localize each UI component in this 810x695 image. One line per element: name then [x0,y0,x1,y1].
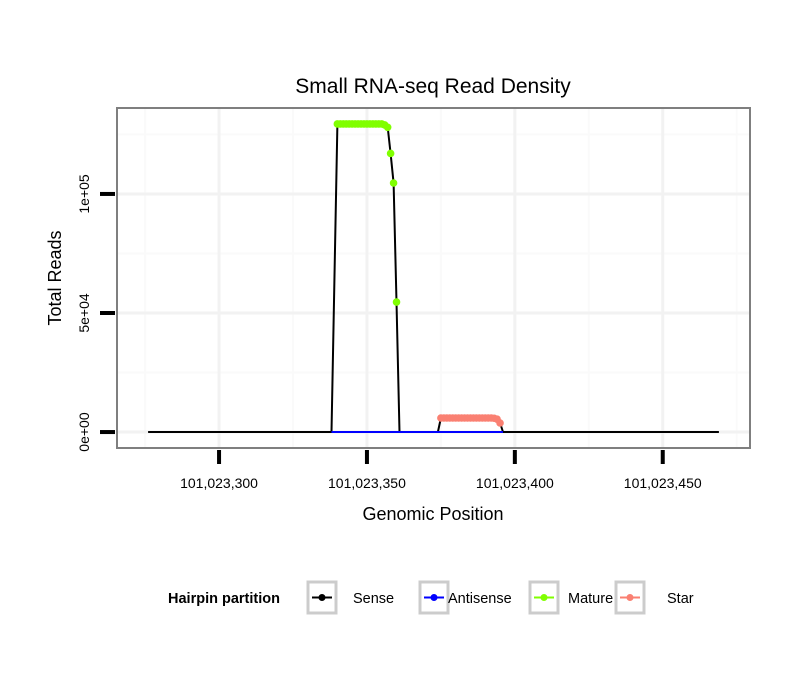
legend-label-star: Star [667,591,694,607]
x-tick-label: 101,023,350 [328,475,406,491]
legend-label-antisense: Antisense [448,591,512,607]
data-point-star [496,419,504,427]
y-tick-label: 0e+00 [76,412,92,452]
axes: 101,023,300 101,023,350 101,023,400 101,023… [76,174,702,491]
legend-key-point [318,594,326,601]
data-point-mature [392,298,401,306]
data-point-mature [389,179,398,187]
x-tick-label: 101,023,300 [180,475,258,491]
y-tick-label: 1e+05 [76,174,92,214]
y-axis-label: Total Reads [45,230,65,325]
x-tick-label: 101,023,400 [476,475,554,491]
legend-label-mature: Mature [568,591,613,607]
data-point-mature [383,123,392,132]
x-axis-label: Genomic Position [362,504,503,524]
x-tick-label: 101,023,450 [624,475,702,491]
y-tick-label: 5e+04 [76,293,92,333]
plot-panel-border [116,107,751,449]
legend-label-sense: Sense [353,591,394,607]
data-point-mature [386,149,395,158]
legend-key-point [430,594,438,601]
plot-panel-background [117,108,750,448]
legend: Hairpin partition Sense Antisense Mature St… [168,580,694,615]
chart-title: Small RNA-seq Read Density [295,75,571,98]
legend-title: Hairpin partition [168,591,280,607]
series-layer [148,120,719,433]
legend-key-point [626,594,634,601]
legend-key-point [540,594,548,601]
